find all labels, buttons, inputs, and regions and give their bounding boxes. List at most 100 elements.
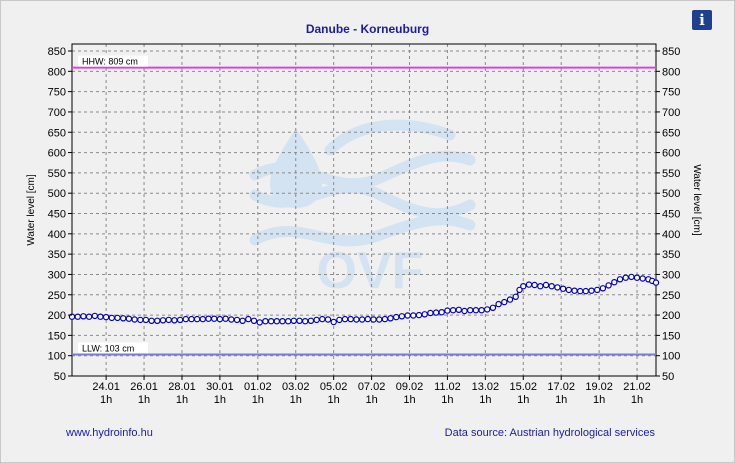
hhw-label: HHW: 809 cm xyxy=(82,57,138,67)
data-point xyxy=(324,316,332,323)
data-point xyxy=(182,315,189,323)
data-point xyxy=(467,307,474,314)
y-tick-label-left: 850 xyxy=(48,46,66,58)
data-point xyxy=(438,309,445,316)
x-tick-hour: 1h xyxy=(403,394,415,406)
info-icon[interactable]: i xyxy=(692,10,712,30)
y-tick-label-left: 300 xyxy=(48,269,66,281)
data-point xyxy=(290,317,297,324)
data-point xyxy=(262,318,269,325)
data-point xyxy=(131,316,138,323)
y-tick-label-left: 100 xyxy=(48,351,66,363)
y-tick-label-left: 400 xyxy=(48,229,66,241)
data-point xyxy=(273,318,280,325)
data-point xyxy=(633,274,641,281)
data-point xyxy=(559,285,567,292)
data-point xyxy=(599,285,607,292)
x-tick-date: 24.01 xyxy=(92,381,120,393)
data-point xyxy=(611,279,618,286)
y-axis-label-left: Water level [cm] xyxy=(26,174,37,246)
data-point xyxy=(216,315,224,323)
data-point xyxy=(285,318,292,325)
data-point xyxy=(449,307,457,314)
data-point xyxy=(233,316,241,324)
chart-title: Danube - Korneuburg xyxy=(305,22,430,36)
data-point xyxy=(91,312,99,320)
data-point xyxy=(165,316,172,324)
x-tick-date: 03.02 xyxy=(282,381,310,393)
data-point xyxy=(639,275,646,282)
data-point xyxy=(228,316,235,323)
y-tick-label-left: 50 xyxy=(54,371,66,383)
y-tick-label-right: 450 xyxy=(662,209,680,221)
data-point xyxy=(210,315,218,322)
x-tick-hour: 1h xyxy=(365,394,377,406)
data-point xyxy=(531,281,538,289)
data-point xyxy=(398,313,406,320)
data-point xyxy=(330,318,337,326)
data-point xyxy=(256,319,263,326)
data-point xyxy=(353,316,360,323)
y-tick-label-right: 750 xyxy=(662,87,680,99)
x-tick-date: 13.02 xyxy=(472,381,500,393)
x-tick-date: 11.02 xyxy=(434,381,461,393)
data-point xyxy=(404,312,411,319)
y-tick-label-right: 350 xyxy=(662,249,680,261)
data-point xyxy=(616,276,624,283)
y-tick-label-left: 700 xyxy=(48,107,66,119)
data-point xyxy=(370,316,377,323)
data-point xyxy=(444,307,451,314)
data-point xyxy=(302,318,309,325)
data-source-text: Data source: Austrian hydrological servi… xyxy=(444,427,655,439)
x-tick-hour: 1h xyxy=(100,394,112,406)
data-point xyxy=(554,284,561,291)
x-tick-hour: 1h xyxy=(252,394,264,406)
x-tick-date: 07.02 xyxy=(358,381,386,393)
data-point xyxy=(622,274,629,281)
x-tick-date: 15.02 xyxy=(510,381,538,393)
x-tick-date: 26.01 xyxy=(130,381,158,393)
y-tick-label-right: 100 xyxy=(662,351,680,363)
data-point xyxy=(364,315,371,323)
y-tick-label-right: 800 xyxy=(662,66,680,78)
data-point xyxy=(455,306,462,313)
x-tick-hour: 1h xyxy=(138,394,150,406)
x-tick-date: 28.01 xyxy=(168,381,196,393)
ovf-watermark-text: OVF xyxy=(317,242,424,300)
data-point xyxy=(628,273,635,281)
data-point xyxy=(102,313,110,321)
x-tick-hour: 1h xyxy=(214,394,226,406)
data-point xyxy=(245,315,252,323)
y-tick-label-right: 600 xyxy=(662,148,680,160)
x-axis-ticks: 24.011h26.011h28.011h30.011h01.021h03.02… xyxy=(92,376,651,406)
y-tick-label-right: 250 xyxy=(662,290,680,302)
y-tick-label-right: 300 xyxy=(662,269,680,281)
y-tick-label-right: 700 xyxy=(662,107,680,119)
y-tick-label-left: 450 xyxy=(48,209,66,221)
data-point xyxy=(427,309,434,317)
data-point xyxy=(341,315,349,323)
data-point xyxy=(142,316,150,324)
data-point xyxy=(193,315,201,323)
x-tick-date: 19.02 xyxy=(585,381,613,393)
x-tick-hour: 1h xyxy=(555,394,567,406)
data-point xyxy=(358,316,366,323)
data-point xyxy=(432,309,440,316)
x-tick-hour: 1h xyxy=(479,394,491,406)
y-tick-label-left: 800 xyxy=(48,66,66,78)
data-point xyxy=(542,281,550,289)
y-tick-label-left: 200 xyxy=(48,310,66,322)
data-point xyxy=(199,315,206,323)
data-point xyxy=(171,317,178,324)
data-point xyxy=(588,287,595,294)
data-point xyxy=(222,315,229,322)
data-point xyxy=(506,296,514,303)
y-axis-ticks: 50 50 100 100 150 150 200 200 250 250 300 300 350 350… xyxy=(48,46,681,383)
data-point xyxy=(85,313,93,320)
y-tick-label-left: 250 xyxy=(48,290,66,302)
hydroinfo-link[interactable]: www.hydroinfo.hu xyxy=(66,427,153,439)
y-tick-label-left: 150 xyxy=(48,330,66,342)
x-tick-date: 30.01 xyxy=(206,381,234,393)
data-point xyxy=(472,307,480,314)
data-point xyxy=(319,315,326,323)
